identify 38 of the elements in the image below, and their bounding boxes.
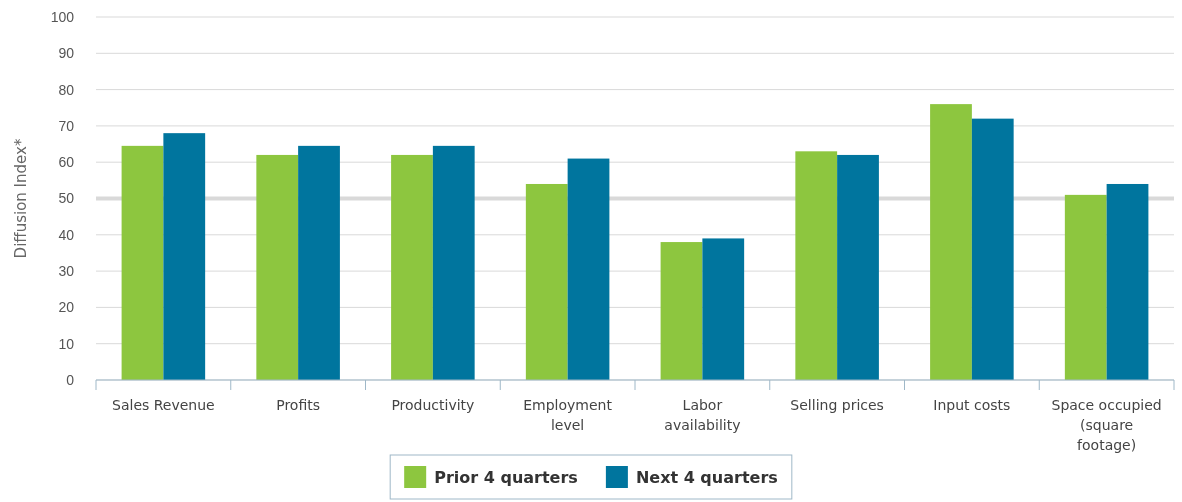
legend-label: Prior 4 quarters (434, 468, 578, 487)
y-tick-label: 70 (58, 117, 75, 134)
bar (795, 151, 838, 380)
y-tick-label: 0 (66, 371, 75, 388)
y-tick-label: 60 (58, 154, 75, 171)
bar (971, 118, 1014, 380)
y-tick-label: 90 (58, 45, 75, 62)
bar (121, 145, 164, 380)
x-tick-label: Input costs (933, 397, 1011, 413)
bar (525, 183, 568, 380)
bar (702, 238, 745, 380)
y-axis-title: Diffusion Index* (12, 138, 30, 259)
legend-label: Next 4 quarters (635, 468, 778, 487)
bar (163, 133, 206, 380)
y-tick-label: 10 (58, 335, 75, 352)
x-tick-label: Employment level (523, 397, 613, 433)
bar (567, 158, 610, 380)
y-tick-label: 50 (58, 190, 75, 207)
x-tick-label: Space occupied (square footage) (1051, 397, 1162, 453)
bar (391, 154, 433, 380)
bar (1064, 194, 1107, 380)
y-tick-label: 100 (50, 8, 75, 25)
bar (432, 145, 475, 380)
bar (298, 145, 340, 380)
bar (256, 154, 299, 380)
y-tick-label: 20 (58, 299, 75, 316)
y-tick-label: 30 (58, 263, 75, 280)
x-tick-label: Labor availability (664, 397, 741, 433)
x-tick-label: Productivity (391, 397, 475, 413)
bar (930, 104, 972, 380)
y-tick-label: 80 (58, 81, 75, 98)
x-tick-label: Sales Revenue (112, 397, 215, 413)
x-tick-label: Profits (276, 397, 321, 413)
x-tick-label: Selling prices (790, 397, 884, 413)
y-tick-label: 40 (58, 226, 75, 243)
bar (1106, 183, 1149, 380)
bar (837, 154, 879, 380)
bar (660, 242, 703, 380)
